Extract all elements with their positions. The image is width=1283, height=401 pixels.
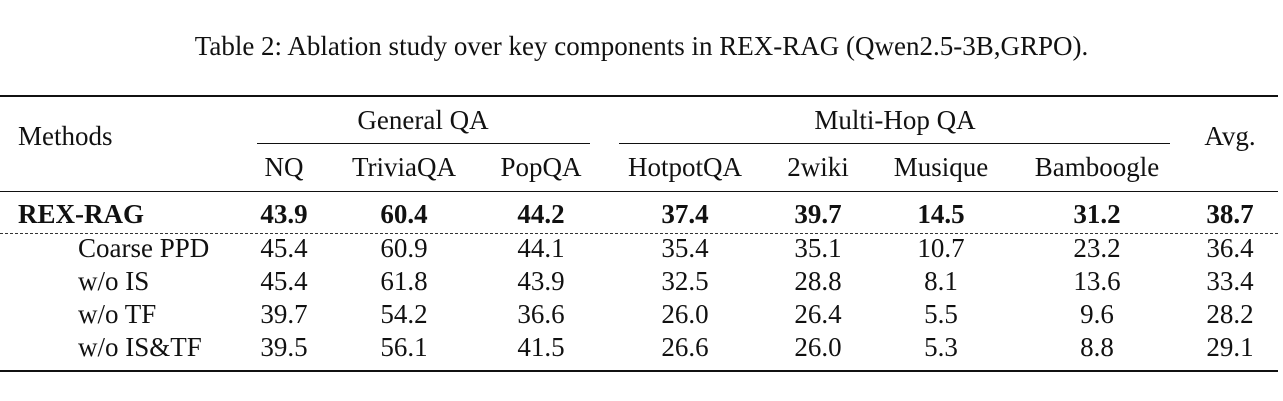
table-cell: 41.5 [517, 332, 565, 362]
multi-hop-qa-underline [619, 143, 1170, 144]
table-bottom-rule [0, 370, 1278, 372]
table-cell: 5.3 [924, 332, 958, 362]
column-header-triviaqa: TriviaQA [351, 152, 457, 182]
table-cell: 45.4 [260, 266, 308, 296]
table-cell: 54.2 [380, 299, 428, 329]
table-cell: 35.1 [794, 233, 842, 263]
multi-hop-qa-group-header: Multi-Hop QA [814, 105, 976, 135]
avg-header: Avg. [1204, 121, 1256, 151]
table-cell: 23.2 [1073, 233, 1121, 263]
table-cell: 26.0 [794, 332, 842, 362]
table-top-rule [0, 95, 1278, 97]
table-cell: 26.0 [661, 299, 709, 329]
table-cell: 61.8 [380, 266, 428, 296]
table-cell: 43.9 [517, 266, 565, 296]
table-cell: 5.5 [924, 299, 958, 329]
column-header-popqa: PopQA [500, 152, 582, 182]
table-caption: Table 2: Ablation study over key compone… [194, 31, 1089, 61]
general-qa-group-header: General QA [357, 105, 489, 135]
methods-header: Methods [18, 121, 113, 151]
table-cell: 32.5 [661, 266, 709, 296]
table-cell: 45.4 [260, 233, 308, 263]
column-header-musique: Musique [893, 152, 989, 182]
table-cell: 26.4 [794, 299, 842, 329]
table-cell: 44.2 [517, 199, 565, 229]
table-cell: 39.7 [260, 299, 308, 329]
table-cell: 26.6 [661, 332, 709, 362]
table-cell: 29.1 [1206, 332, 1254, 362]
table-row-method-wo-is: w/o IS [78, 266, 150, 296]
table-row-method-coarse-ppd: Coarse PPD [78, 233, 210, 263]
dashed-separator [0, 233, 1278, 234]
table-cell: 44.1 [517, 233, 565, 263]
table-cell: 35.4 [661, 233, 709, 263]
table-cell: 36.6 [517, 299, 565, 329]
table-cell: 43.9 [260, 199, 308, 229]
column-header-2wiki: 2wiki [787, 152, 849, 182]
table-cell: 36.4 [1206, 233, 1254, 263]
table-cell: 8.1 [924, 266, 958, 296]
table-row-method-rex-rag: REX-RAG [18, 199, 144, 229]
table-cell: 13.6 [1073, 266, 1121, 296]
table-cell: 33.4 [1206, 266, 1254, 296]
table-cell: 37.4 [661, 199, 709, 229]
table-cell: 38.7 [1206, 199, 1254, 229]
table-row-method-wo-is-tf: w/o IS&TF [78, 332, 202, 362]
table-cell: 9.6 [1080, 299, 1114, 329]
column-header-nq: NQ [264, 152, 304, 182]
column-header-hotpotqa: HotpotQA [628, 152, 742, 182]
table-cell: 28.8 [794, 266, 842, 296]
table-cell: 60.9 [380, 233, 428, 263]
table-cell: 56.1 [380, 332, 428, 362]
header-bottom-rule [0, 191, 1278, 192]
column-header-bamboogle: Bamboogle [1034, 152, 1160, 182]
table-cell: 10.7 [917, 233, 965, 263]
table-cell: 31.2 [1073, 199, 1121, 229]
table-cell: 28.2 [1206, 299, 1254, 329]
table-cell: 8.8 [1080, 332, 1114, 362]
table-cell: 14.5 [917, 199, 965, 229]
table-cell: 39.7 [794, 199, 842, 229]
general-qa-underline [257, 143, 590, 144]
table-row-method-wo-tf: w/o TF [78, 299, 157, 329]
table-cell: 60.4 [380, 199, 428, 229]
table-cell: 39.5 [260, 332, 308, 362]
